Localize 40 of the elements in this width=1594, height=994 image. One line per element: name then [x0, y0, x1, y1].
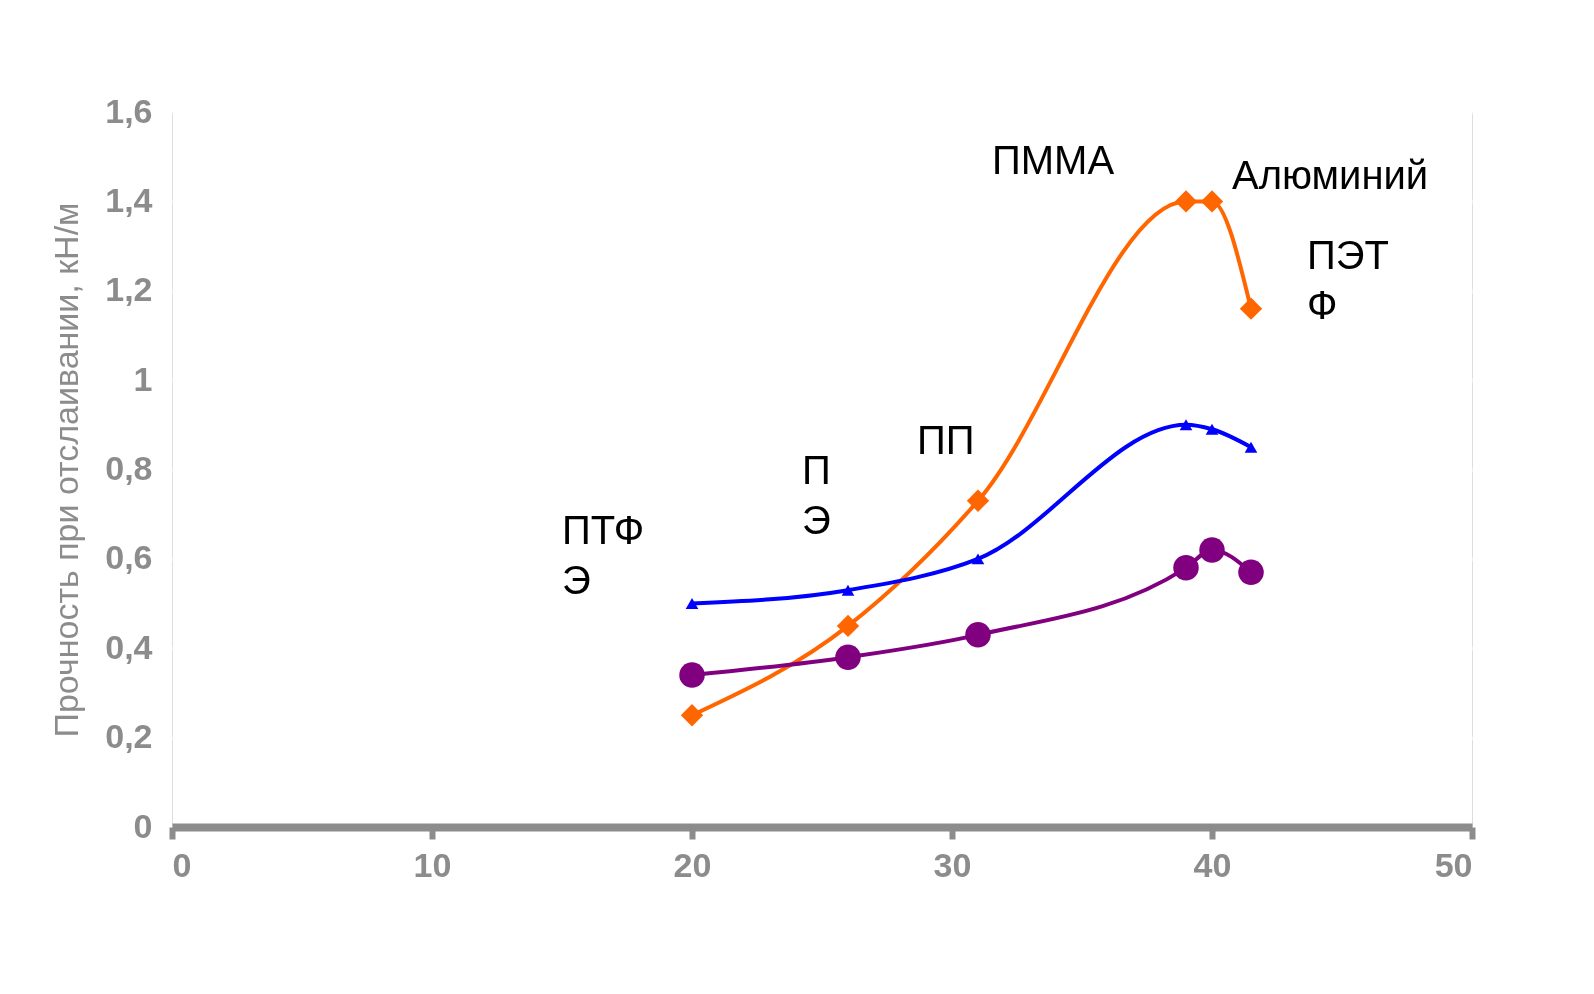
x-tick-label: 50 — [1434, 845, 1473, 884]
point — [1199, 537, 1225, 563]
point — [841, 584, 855, 596]
x-tick-label: 20 — [673, 845, 712, 884]
point — [1179, 419, 1193, 431]
point — [679, 662, 705, 688]
annotation: П Э — [802, 448, 831, 542]
point — [971, 553, 985, 565]
annotation: ПММА — [992, 138, 1115, 182]
point — [1244, 441, 1258, 453]
y-tick-label: 0,4 — [105, 627, 153, 666]
y-axis-title: Прочность при отслаивании, кН/м — [47, 202, 86, 738]
y-tick-label: 1,2 — [105, 270, 153, 309]
point — [1200, 190, 1224, 213]
y-tick-label: 0,2 — [105, 717, 153, 756]
y-tick-label: 1,6 — [105, 91, 153, 130]
y-tick-label: 0 — [133, 806, 153, 845]
y-tick-label: 0,6 — [105, 538, 153, 577]
point — [966, 489, 990, 512]
point — [1205, 423, 1219, 435]
annotation: Алюминий — [1232, 153, 1429, 197]
y-tick-label: 1 — [133, 359, 153, 398]
x-tick-label: 40 — [1193, 845, 1232, 884]
annotation: ПТФ Э — [562, 508, 645, 602]
x-tick-label: 30 — [933, 845, 972, 884]
point — [1174, 190, 1198, 213]
x-tick-label: 0 — [172, 845, 192, 884]
point — [1238, 559, 1264, 585]
y-tick-label: 0,8 — [105, 449, 153, 487]
point — [680, 704, 704, 727]
point — [836, 614, 860, 638]
point — [1173, 555, 1199, 581]
point — [1239, 297, 1263, 320]
annotation: ПЭТ Ф — [1307, 233, 1389, 327]
point — [835, 644, 861, 670]
annotation: ПП — [917, 418, 975, 462]
point — [685, 598, 699, 610]
y-tick-label: 1,4 — [105, 180, 153, 219]
point — [965, 622, 991, 648]
x-tick-label: 10 — [413, 845, 452, 884]
